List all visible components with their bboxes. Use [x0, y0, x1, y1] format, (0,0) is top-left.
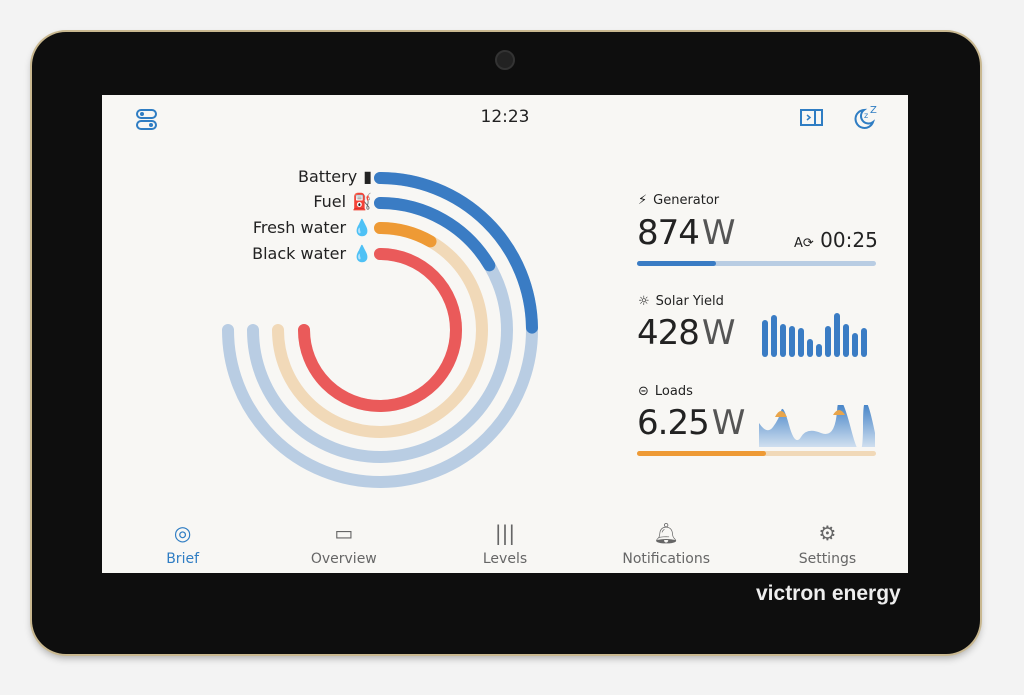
- unit: W: [711, 403, 746, 443]
- battery-gauge-fill: [374, 172, 538, 334]
- loads-title: ⊝ Loads: [638, 384, 693, 399]
- black-water-drop-icon: 💧: [352, 244, 372, 263]
- generator-progress-fill: [637, 261, 716, 266]
- solar-bar: [762, 319, 768, 357]
- solar-history-chart: [762, 313, 874, 357]
- solar-bar: [789, 326, 795, 357]
- generator-runtime: A⟳ 00:25: [794, 228, 878, 252]
- solar-bar: [798, 328, 804, 357]
- label: Fresh water: [252, 218, 347, 237]
- solar-bar: [825, 326, 831, 357]
- label: Fuel: [313, 192, 347, 211]
- unit: W: [701, 313, 736, 353]
- gauge-label-fresh-water: Fresh water 💧: [253, 218, 372, 237]
- label: Battery: [297, 167, 358, 186]
- bell-icon: 🔔︎: [653, 521, 679, 545]
- sidebar-panel-icon[interactable]: [800, 108, 824, 128]
- gauge-label-fuel: Fuel ⛽: [313, 192, 372, 211]
- brand-logo: victron energy: [756, 582, 901, 605]
- nav-brief[interactable]: ◎ Brief: [102, 511, 263, 573]
- loads-history-chart: [759, 405, 875, 447]
- label: Solar Yield: [655, 294, 724, 309]
- levels-icon: |||: [494, 521, 516, 545]
- gear-icon: ⚙: [818, 521, 837, 545]
- fresh-water-gauge-fill: [374, 222, 437, 248]
- fuel-pump-icon: ⛽: [352, 192, 372, 211]
- gauge-label-black-water: Black water 💧: [252, 244, 372, 263]
- solar-value: 428W: [637, 313, 736, 353]
- sun-icon: ☼: [638, 294, 650, 309]
- label: Notifications: [622, 551, 711, 567]
- loads-progress-fill: [637, 451, 767, 456]
- ac-wave-icon: ⊝: [638, 384, 649, 399]
- solar-bar: [807, 339, 813, 357]
- fuel-gauge-fill: [374, 197, 496, 272]
- loads-value: 6.25W: [637, 403, 746, 443]
- battery-icon: ▮: [363, 167, 372, 186]
- solar-bar: [771, 315, 777, 357]
- solar-bar: [861, 328, 867, 357]
- nav-overview[interactable]: ▭ Overview: [263, 511, 424, 573]
- label: Levels: [482, 551, 528, 567]
- clock: 12:23: [480, 107, 530, 127]
- water-drop-icon: 💧: [352, 218, 372, 237]
- camera: [495, 50, 515, 70]
- overview-icon: ▭: [334, 521, 354, 545]
- loads-progress: [637, 451, 876, 456]
- runtime: 00:25: [820, 228, 878, 252]
- nav-notifications[interactable]: 🔔︎ Notifications: [586, 511, 747, 573]
- tank-gauges: [222, 172, 538, 488]
- solar-bar: [780, 324, 786, 357]
- bottom-nav: ◎ Brief ▭ Overview ||| Levels 🔔︎ Notificatio…: [102, 511, 908, 573]
- generator-title: ⚡ Generator: [638, 193, 719, 208]
- solar-bar: [852, 332, 858, 357]
- black-water-gauge-fill: [298, 248, 462, 412]
- svg-text:Z: Z: [870, 105, 877, 116]
- svg-text:z: z: [864, 111, 868, 120]
- label: Generator: [653, 193, 720, 208]
- generator-icon: ⚡: [638, 193, 648, 208]
- nav-settings[interactable]: ⚙ Settings: [747, 511, 908, 573]
- solar-title: ☼ Solar Yield: [638, 294, 724, 309]
- value: 428: [637, 313, 700, 353]
- brief-icon: ◎: [173, 521, 192, 545]
- autostart-icon: A⟳: [794, 236, 814, 251]
- generator-progress: [637, 261, 876, 266]
- label: Loads: [654, 384, 693, 399]
- value: 874: [637, 213, 700, 253]
- solar-bar: [816, 343, 822, 357]
- nav-levels[interactable]: ||| Levels: [424, 511, 585, 573]
- unit: W: [701, 213, 736, 253]
- value: 6.25: [637, 403, 710, 443]
- generator-value: 874W: [637, 213, 736, 253]
- gauge-label-battery: Battery ▮: [298, 167, 372, 186]
- solar-bar: [843, 324, 849, 357]
- label: Settings: [798, 551, 857, 567]
- label: Brief: [166, 551, 199, 567]
- label: Overview: [310, 551, 377, 567]
- toggles-icon[interactable]: [135, 108, 159, 132]
- solar-bar: [834, 313, 840, 357]
- label: Black water: [252, 244, 347, 263]
- fresh-water-gauge-track: [272, 222, 488, 438]
